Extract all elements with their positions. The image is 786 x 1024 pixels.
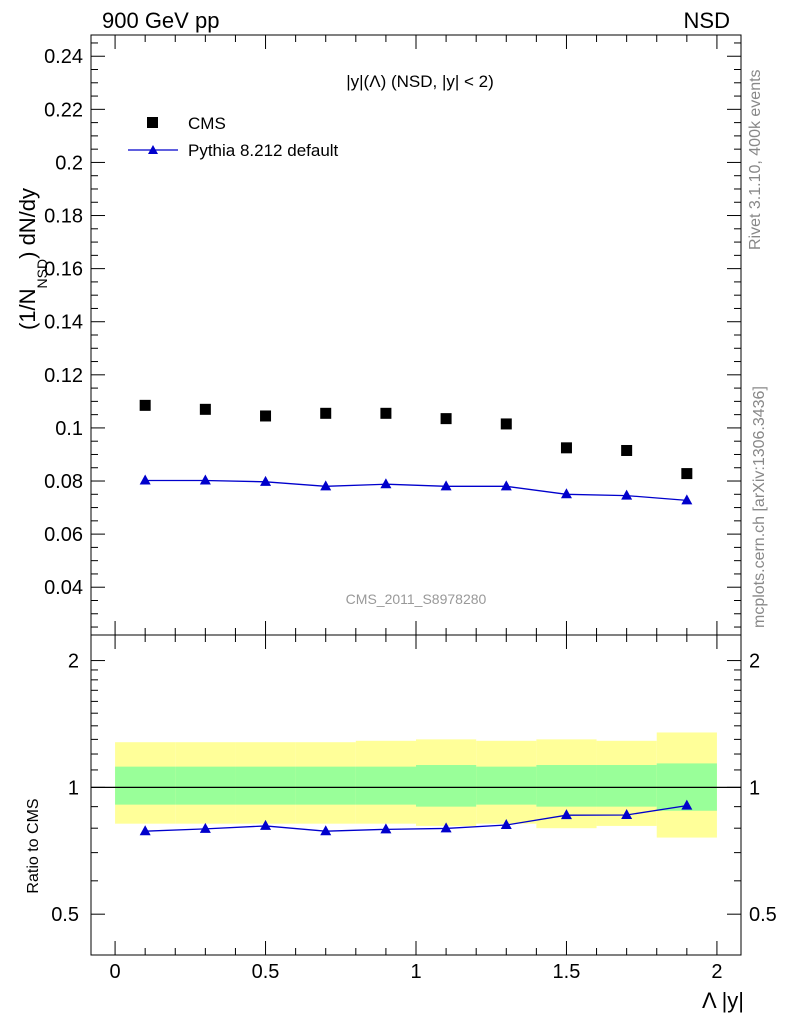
- cms-point: [500, 418, 512, 430]
- x-tick-label: 1.5: [553, 961, 581, 983]
- mc-point: [320, 480, 332, 491]
- mc-point: [621, 489, 633, 500]
- legend-mc-marker: [148, 145, 158, 154]
- uncertainty-band-inner: [476, 766, 537, 805]
- mc-line: [145, 479, 687, 502]
- legend-cms-label: CMS: [188, 114, 226, 133]
- main-ylabel: (1/NNSD) dN/dy: [15, 188, 50, 330]
- ratio-mc-point: [560, 809, 572, 820]
- ratio-mc-point: [380, 823, 392, 834]
- header-right: NSD: [684, 8, 730, 33]
- main-series: [139, 399, 693, 505]
- uncertainty-band-inner: [175, 766, 236, 805]
- ratio-mc-point: [199, 822, 211, 833]
- cms-point: [380, 407, 392, 419]
- main-ylabel-sub: NSD: [34, 259, 50, 289]
- legend-cms-marker: [147, 117, 158, 128]
- ratio-mc-point: [500, 819, 512, 830]
- cms-point: [560, 442, 572, 454]
- ratio-ylabel: Ratio to CMS: [25, 798, 42, 893]
- legend-mc-label: Pythia 8.212 default: [188, 141, 339, 160]
- uncertainty-band-inner: [536, 765, 597, 807]
- mc-point: [260, 475, 272, 486]
- ratio-tick-label-left: 0.5: [51, 904, 79, 926]
- y-tick-label: 0.1: [55, 418, 83, 440]
- uncertainty-band-inner: [596, 765, 657, 807]
- y-tick-label: 0.18: [44, 206, 83, 228]
- ratio-panel: [91, 732, 741, 838]
- y-tick-label: 0.04: [44, 577, 83, 599]
- ratio-tick-label-left: 1: [68, 777, 79, 799]
- uncertainty-band-inner: [115, 766, 176, 805]
- ratio-mc-point: [621, 808, 633, 819]
- uncertainty-band-inner: [235, 766, 296, 805]
- uncertainty-band-inner: [355, 766, 416, 805]
- y-tick-label: 0.14: [44, 312, 83, 334]
- uncertainty-band-inner: [295, 766, 356, 805]
- ratio-mc-point: [440, 822, 452, 833]
- y-tick-label: 0.24: [44, 46, 83, 68]
- plot-title: |y|(Λ) (NSD, |y| < 2): [346, 72, 494, 91]
- ratio-series: [139, 799, 693, 836]
- mc-point: [199, 474, 211, 485]
- cms-point: [139, 399, 151, 411]
- y-tick-label: 0.2: [55, 152, 83, 174]
- ratio-tick-label-left: 2: [68, 651, 79, 673]
- mc-point: [560, 488, 572, 499]
- x-tick-label: 0.5: [252, 961, 280, 983]
- x-axis-label: Λ |y|: [702, 988, 744, 1013]
- mc-point: [440, 480, 452, 491]
- analysis-label: CMS_2011_S8978280: [346, 591, 487, 607]
- ratio-tick-label-right: 2: [749, 651, 760, 673]
- ratio-mc-point: [260, 819, 272, 830]
- y-tick-label: 0.16: [44, 259, 83, 281]
- y-tick-label: 0.06: [44, 524, 83, 546]
- mc-point: [380, 478, 392, 489]
- ratio-mc-point: [320, 825, 332, 836]
- mc-point: [500, 480, 512, 491]
- mc-point: [681, 494, 693, 505]
- mc-point: [139, 474, 151, 485]
- ratio-axes: 0.5 0.5 1 1 2 2 0 0.5 1 1.5 2: [51, 634, 777, 983]
- y-tick-label: 0.08: [44, 471, 83, 493]
- cms-point: [320, 407, 332, 419]
- y-tick-label: 0.22: [44, 99, 83, 121]
- cms-point: [621, 444, 633, 456]
- ratio-tick-label-right: 1: [749, 777, 760, 799]
- main-ylabel-part2: ) dN/dy: [15, 188, 40, 259]
- cms-point: [199, 403, 211, 415]
- main-ylabel-part1: (1/N: [15, 288, 40, 330]
- cms-point: [440, 413, 452, 425]
- ratio-mc-line: [145, 804, 687, 832]
- header-left: 900 GeV pp: [102, 8, 219, 33]
- rivet-label: Rivet 3.1.10, 400k events: [747, 69, 764, 250]
- x-tick-label: 0: [110, 961, 121, 983]
- cms-point: [260, 410, 272, 422]
- cms-point: [681, 468, 693, 480]
- ratio-tick-label-right: 0.5: [749, 904, 777, 926]
- ratio-mc-point: [681, 799, 693, 810]
- y-tick-label: 0.12: [44, 365, 83, 387]
- uncertainty-band-inner: [416, 765, 477, 807]
- mcplots-label: mcplots.cern.ch [arXiv:1306.3436]: [751, 386, 768, 628]
- ratio-mc-point: [139, 825, 151, 836]
- x-tick-label: 2: [711, 961, 722, 983]
- x-tick-label: 1: [410, 961, 421, 983]
